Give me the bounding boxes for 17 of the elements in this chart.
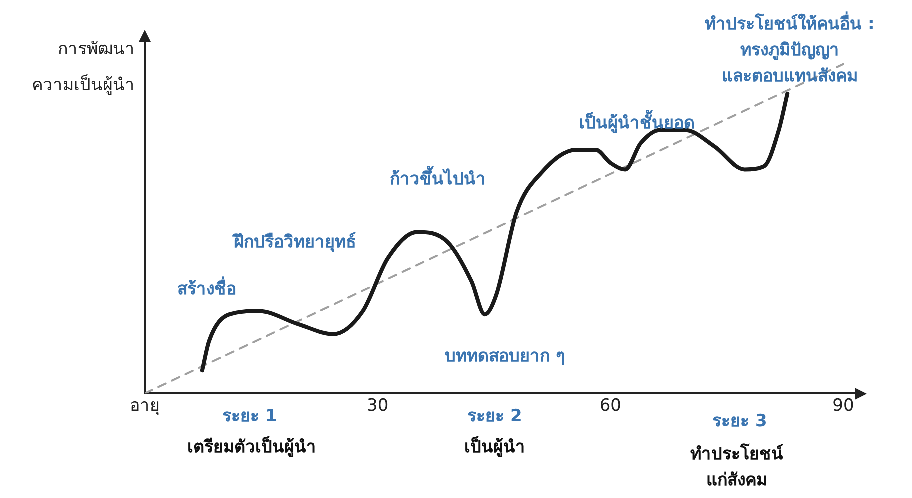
annotation: เป็นผู้นำชั้นยอด [579, 109, 695, 134]
x-tick-label: อายุ [130, 396, 160, 416]
annotation: บททดสอบยาก ๆ [445, 346, 565, 366]
annotation: สร้างชื่อ [178, 276, 236, 300]
annotation: ก้าวขึ้นไปนำ [390, 165, 486, 190]
x-tick-label: 90 [832, 396, 854, 416]
y-axis-title: การพัฒนา ความเป็นผู้นำ [32, 39, 135, 96]
annotation: ทำประโยชน์ให้คนอื่น : ทรงภูมิปัญญา และตอบแทนสังคม [705, 11, 875, 86]
text: เป็นผู้นำ [464, 434, 526, 458]
text: เตรียมตัวเป็นผู้นำ [188, 434, 316, 458]
x-tick-label: 30 [367, 396, 389, 416]
text: ระยะ 2 [468, 406, 522, 426]
annotation: ฝึกปรือวิทยายุทธ์ [232, 231, 356, 252]
text: ระยะ 3 [712, 411, 768, 432]
text: ทำประโยชน์ แก่สังคม [690, 443, 784, 490]
x-tick-label: 60 [600, 396, 622, 416]
text: ระยะ 1 [222, 406, 278, 426]
